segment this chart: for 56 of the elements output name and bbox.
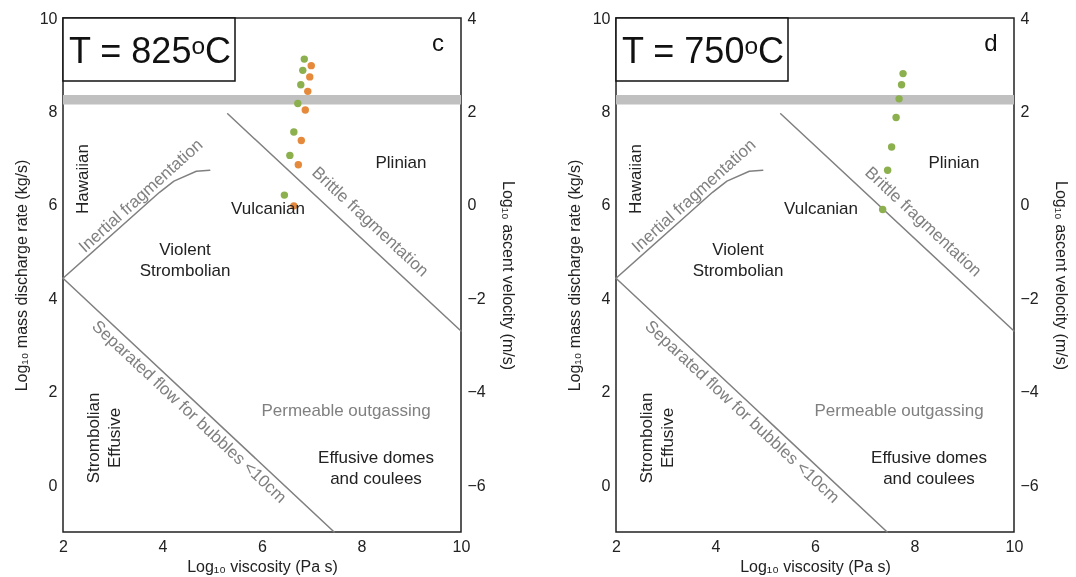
y2-axis-title: Log₁₀ ascent velocity (m/s) xyxy=(1052,181,1070,370)
y-tick-label: 6 xyxy=(48,196,58,214)
y-axis-title: Log₁₀ mass discharge rate (kg/s) xyxy=(565,159,583,392)
x-tick-label: 6 xyxy=(811,537,821,555)
annotation: Effusive domes and coulees xyxy=(318,448,434,489)
y2-tick-label: 0 xyxy=(1020,196,1030,214)
x-tick-label: 10 xyxy=(452,537,471,555)
y2-tick-label: 2 xyxy=(1020,102,1030,120)
y-tick-label: 10 xyxy=(39,9,58,27)
y2-tick-label: 4 xyxy=(467,9,477,27)
x-axis-title: Log₁₀ viscosity (Pa s) xyxy=(187,557,338,575)
x-tick-label: 8 xyxy=(910,537,920,555)
x-tick-label: 8 xyxy=(357,537,367,555)
annotation: Permeable outgassing xyxy=(261,401,431,420)
x-tick-label: 4 xyxy=(711,537,721,555)
x-tick-label: 6 xyxy=(258,537,268,555)
x-tick-label: 10 xyxy=(1005,537,1024,555)
annotation: Vulcanian xyxy=(783,199,859,218)
y2-tick-label: 4 xyxy=(1020,9,1030,27)
y-tick-label: 4 xyxy=(48,289,58,307)
annotation: c xyxy=(432,29,444,56)
y2-tick-label: −4 xyxy=(1020,383,1039,401)
x-tick-label: 2 xyxy=(59,537,69,555)
annotation: Vulcanian xyxy=(230,199,306,218)
y2-tick-label: −6 xyxy=(1020,476,1039,494)
y-axis-title: Log₁₀ mass discharge rate (kg/s) xyxy=(12,159,30,392)
y-tick-label: 2 xyxy=(48,383,58,401)
y-tick-label: 8 xyxy=(601,102,611,120)
y-tick-label: 10 xyxy=(592,9,611,27)
annotation: d xyxy=(984,29,998,56)
annotation: Violent Strombolian xyxy=(692,240,784,281)
y-tick-label: 6 xyxy=(601,196,611,214)
y2-tick-label: −4 xyxy=(467,383,486,401)
x-axis-title: Log₁₀ viscosity (Pa s) xyxy=(740,557,891,575)
y-tick-label: 8 xyxy=(48,102,58,120)
y2-tick-label: 0 xyxy=(467,196,477,214)
y-tick-label: 0 xyxy=(48,476,58,494)
y-tick-label: 0 xyxy=(601,476,611,494)
y2-tick-label: −6 xyxy=(467,476,486,494)
y2-axis-title: Log₁₀ ascent velocity (m/s) xyxy=(499,181,517,370)
annotation: T = 825ᵒC xyxy=(68,30,232,71)
y2-tick-label: 2 xyxy=(467,102,477,120)
x-tick-label: 4 xyxy=(158,537,168,555)
y2-tick-label: −2 xyxy=(1020,289,1039,307)
y2-tick-label: −2 xyxy=(467,289,486,307)
annotation: Plinian xyxy=(928,153,980,172)
annotation: Effusive domes and coulees xyxy=(871,448,987,489)
annotation: Plinian xyxy=(375,153,427,172)
annotation: Strombolian Effusive xyxy=(637,392,678,484)
y-tick-label: 2 xyxy=(601,383,611,401)
annotation: T = 750ᵒC xyxy=(621,30,785,71)
x-tick-label: 2 xyxy=(612,537,622,555)
annotation: Strombolian Effusive xyxy=(84,392,125,484)
annotation: Violent Strombolian xyxy=(139,240,231,281)
y-tick-label: 4 xyxy=(601,289,611,307)
annotation: Permeable outgassing xyxy=(814,401,984,420)
